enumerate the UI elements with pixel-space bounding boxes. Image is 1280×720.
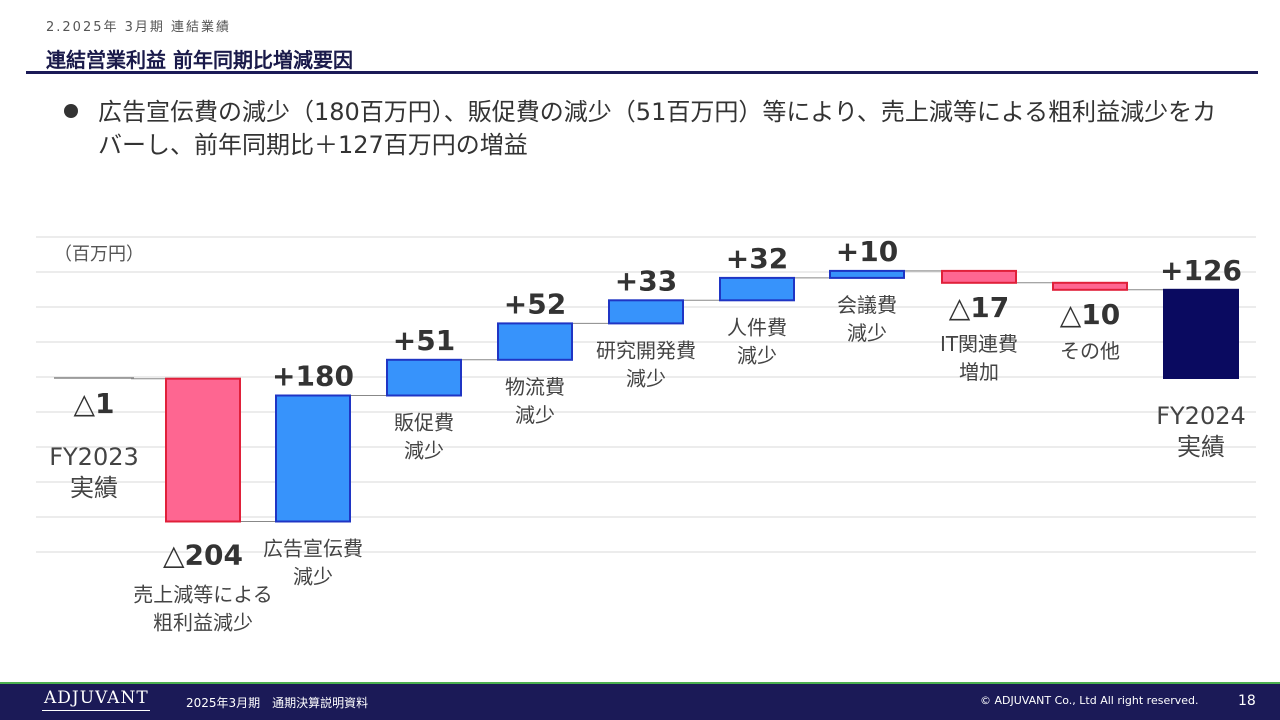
category-label: 売上減等による [133,583,272,607]
category-label: IT関連費 [940,332,1018,356]
footer-copyright: © ADJUVANT Co., Ltd All right reserved. [980,694,1199,707]
category-label: FY2024 [1156,402,1246,430]
category-label: 減少 [293,565,333,589]
category-label: 粗利益減少 [153,611,253,635]
category-label: 販促費 [394,411,454,435]
section-label: 2.2025年 3月期 連結業績 [46,20,232,35]
value-label: △10 [1060,298,1121,331]
category-label: 増加 [959,360,999,384]
value-label: △204 [163,539,243,572]
logo-underline [42,710,150,711]
value-label: +126 [1160,254,1242,287]
summary-bullet: 広告宣伝費の減少（180百万円）、販促費の減少（51百万円）等により、売上減等に… [98,98,1217,159]
footer: ADJUVANT 2025年3月期 通期決算説明資料 © ADJUVANT Co… [0,684,1280,720]
category-label: 広告宣伝費 [263,537,363,561]
category-label: 減少 [847,321,887,345]
value-label: △1 [73,387,114,420]
waterfall-bar [497,322,573,361]
category-label: FY2023 [49,443,139,471]
category-label: 会議費 [837,293,897,317]
footer-document-title: 2025年3月期 通期決算説明資料 [186,696,369,710]
value-label: +10 [836,235,898,268]
category-label: 減少 [515,403,555,427]
waterfall-chart: （百万円） △1 FY2023 実績 △204 売上減等による粗利益減少 +180 広告宣伝費… [36,235,1256,635]
value-label: +180 [272,360,354,393]
footer-accent-line [0,682,1280,684]
page-number: 18 [1238,693,1256,709]
value-label: △17 [949,291,1010,324]
value-label: +51 [393,324,455,357]
waterfall-bar [719,276,795,302]
category-label: 実績 [1177,433,1225,461]
category-label: 研究開発費 [596,338,696,362]
value-label: +33 [615,264,677,297]
title-divider [26,71,1258,74]
value-label: +32 [726,242,788,275]
category-label: 実績 [70,474,118,502]
waterfall-bar [275,394,351,523]
waterfall-bar [165,377,241,523]
waterfall-bar [386,358,462,397]
waterfall-bar [941,269,1017,284]
category-label: 減少 [404,439,444,463]
value-label: +52 [504,287,566,320]
category-label: 物流費 [505,375,565,399]
slide-title: 連結営業利益 前年同期比増減要因 [46,48,353,72]
unit-label: （百万円） [54,244,144,265]
waterfall-bar [608,299,684,325]
category-label: 人件費 [727,315,787,339]
waterfall-bar [829,269,905,279]
waterfall-bar [1163,288,1239,379]
bullet-icon [64,104,78,118]
category-label: 減少 [626,366,666,390]
company-logo: ADJUVANT [44,688,149,708]
category-label: 減少 [737,343,777,367]
category-label: その他 [1060,339,1120,363]
waterfall-bar [1052,281,1128,291]
